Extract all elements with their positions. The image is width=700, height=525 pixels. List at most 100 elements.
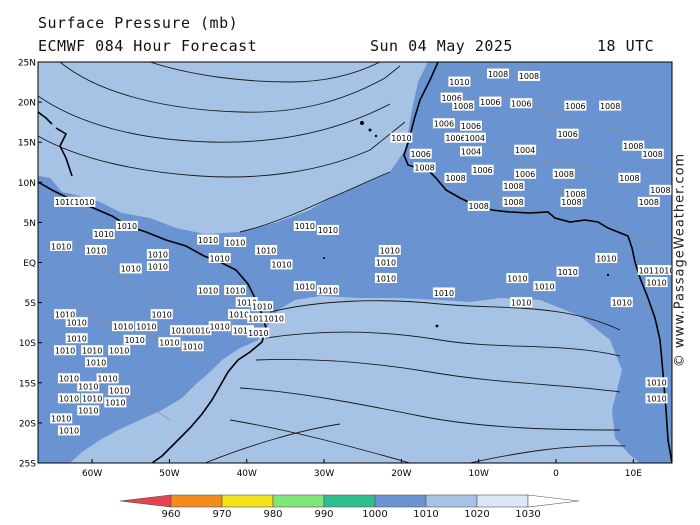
border-line (439, 89, 651, 141)
lon-label: 40W (237, 469, 257, 479)
isobar-label-text: 1010 (210, 254, 230, 263)
isobar-label-text: 1010 (376, 258, 396, 267)
isobar-label: 1010 (119, 263, 142, 274)
lon-label: 50W (159, 469, 179, 479)
isobar-label: 1008 (641, 148, 664, 159)
isobar-label-text: 1010 (225, 286, 245, 295)
caribbean-coast (38, 111, 73, 177)
isobar-label-text: 1010 (66, 334, 86, 343)
isobar-label-text: 1010 (295, 282, 315, 291)
isobar-label: 1010 (235, 297, 258, 307)
isobar-label-text: 1006 (411, 150, 431, 159)
islands (323, 121, 610, 328)
isobar-label-text: 1008 (554, 170, 574, 179)
isobar-label: 1010 (208, 321, 231, 331)
isobar-label-text: 1008 (519, 72, 539, 81)
isobar-label: 1010 (189, 325, 212, 335)
isobar-label: 1006 (459, 120, 482, 131)
isobar-label-text: 1006 (472, 166, 492, 175)
isobar-label: 1010 (92, 228, 115, 239)
isobar-label-text: 1010 (148, 262, 168, 271)
isobar-label: 1010 (54, 345, 77, 356)
isobar-label: 1010 (224, 236, 247, 247)
isobar-label-text: 1010 (86, 359, 106, 368)
isobar-label: 1006 (409, 148, 432, 159)
isobar-line (38, 121, 406, 178)
isobar-line (229, 419, 411, 463)
isobar-label: 1006 (444, 132, 467, 143)
lat-label: 25N (18, 59, 36, 69)
legend-label: 1030 (515, 509, 540, 520)
lat-label: EQ (23, 259, 36, 269)
isobar-label-text: 1010 (55, 347, 75, 356)
isobar-label-text: 1004 (461, 148, 481, 157)
isobar-label-text: 1010 (74, 198, 94, 207)
isobar-label: 1010 (247, 327, 270, 338)
legend-swatch (476, 494, 529, 508)
isobar-label: 1010 (57, 393, 80, 404)
isobar-label-text: 1010 (136, 322, 156, 331)
south-america-coast (38, 181, 267, 463)
lon-label: 30W (314, 469, 334, 479)
low-pressure-region (38, 62, 672, 463)
isobar-label: 1008 (622, 140, 645, 151)
isobar-label-text: 1010 (596, 254, 616, 263)
legend-swatch (119, 494, 172, 508)
isobar-label: 1010 (316, 285, 339, 295)
island (435, 324, 439, 328)
isobar-label: 1010 (54, 309, 77, 319)
isobar-label-text: 1010 (86, 246, 106, 255)
lon-label: 20W (391, 469, 411, 479)
isobar-label: 1010 (81, 393, 104, 404)
isobar-label: 1010 (115, 220, 138, 231)
isobar-label-text: 1010 (152, 310, 172, 319)
legend-label: 1000 (362, 509, 387, 520)
isobar-label-text: 1010 (109, 387, 129, 396)
isobar-label-text: 1010 (295, 222, 315, 231)
isobar-label-text: 1010 (264, 314, 284, 323)
isobar-label-text: 1010 (646, 379, 666, 388)
isobar-line (149, 62, 381, 83)
isobar-label: 1006 (556, 128, 579, 139)
isobar-label-text: 1010 (82, 347, 102, 356)
isobar-label: 1010 (96, 373, 119, 384)
isobar-label-text: 1006 (511, 100, 531, 109)
isobar-label: 1010 (374, 257, 397, 267)
isobar-label: 1010 (533, 281, 556, 291)
isobar-label-text: 1010 (113, 322, 133, 331)
lat-label: 15S (19, 379, 36, 389)
isobar-label-text: 1010 (376, 274, 396, 283)
map-title: Surface Pressure (mb) (38, 14, 239, 32)
isobar-label: 1010 (57, 373, 80, 384)
isobar-label-text: 1010 (55, 198, 75, 207)
legend-label: 990 (314, 509, 333, 520)
isobar-label: 1010 (73, 196, 96, 207)
isobar-line (269, 300, 621, 331)
isobar-label: 1008 (618, 172, 641, 183)
isobar-label: 1010 (316, 224, 339, 235)
isobar-label-text: 1010 (59, 375, 79, 384)
isobar-label: 1010 (224, 285, 247, 295)
isobar-label-text: 1008 (639, 198, 659, 207)
isobar-label-text: 1006 (434, 120, 454, 129)
legend-swatch (221, 494, 274, 508)
isobar-label-text: 1010 (256, 246, 276, 255)
isobar-label-text: 1010 (55, 310, 75, 319)
legend-swatch (425, 494, 478, 508)
isobar-label: 1010 (146, 261, 169, 271)
isobar-label: 1008 (564, 188, 587, 199)
isobar-label: 1010 (231, 325, 254, 335)
isobar-label-text: 1004 (465, 134, 485, 143)
isobar-label-text: 1010 (271, 261, 291, 270)
legend-label: 1010 (413, 509, 438, 520)
isobar-line (469, 445, 626, 463)
isobar-label: 1010 (77, 381, 100, 392)
island (368, 128, 372, 132)
isobar-label: 1008 (487, 68, 510, 79)
isobar-label-text: 1010 (557, 268, 577, 277)
lon-label: 10E (625, 469, 642, 479)
isobar-line (239, 171, 391, 233)
lat-label: 10N (18, 179, 36, 189)
isobar-label-text: 1010 (198, 236, 218, 245)
isobar-label-text: 1010 (109, 347, 129, 356)
